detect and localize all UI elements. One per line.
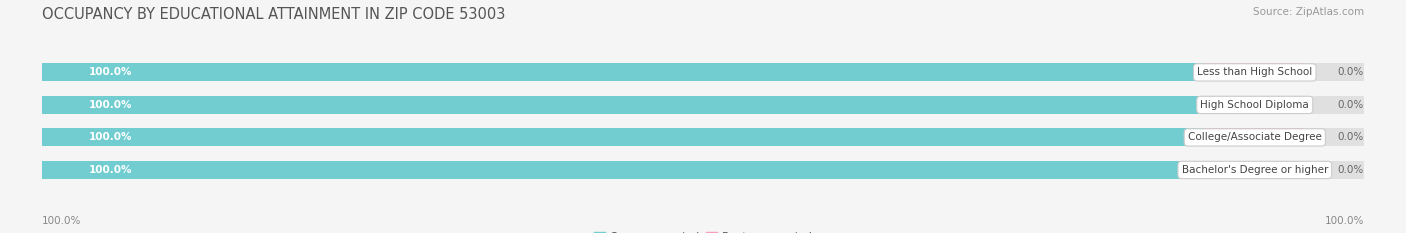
Text: 100.0%: 100.0% xyxy=(89,132,132,142)
Text: 100.0%: 100.0% xyxy=(89,67,132,77)
Bar xyxy=(42,161,1364,179)
Bar xyxy=(42,63,1205,81)
Bar xyxy=(1205,96,1305,114)
Legend: Owner-occupied, Renter-occupied: Owner-occupied, Renter-occupied xyxy=(589,227,817,233)
Bar xyxy=(1205,161,1305,179)
Text: 0.0%: 0.0% xyxy=(1337,100,1364,110)
Text: 100.0%: 100.0% xyxy=(42,216,82,226)
Text: 0.0%: 0.0% xyxy=(1337,67,1364,77)
Bar xyxy=(42,128,1364,146)
Text: High School Diploma: High School Diploma xyxy=(1201,100,1309,110)
Bar xyxy=(42,63,1364,81)
Text: OCCUPANCY BY EDUCATIONAL ATTAINMENT IN ZIP CODE 53003: OCCUPANCY BY EDUCATIONAL ATTAINMENT IN Z… xyxy=(42,7,506,22)
Text: College/Associate Degree: College/Associate Degree xyxy=(1188,132,1322,142)
Bar xyxy=(1205,63,1305,81)
Text: 100.0%: 100.0% xyxy=(89,100,132,110)
Text: 0.0%: 0.0% xyxy=(1337,165,1364,175)
Bar xyxy=(42,161,1205,179)
Text: 100.0%: 100.0% xyxy=(89,165,132,175)
Bar xyxy=(42,96,1364,114)
Text: Bachelor's Degree or higher: Bachelor's Degree or higher xyxy=(1181,165,1329,175)
Bar xyxy=(1205,128,1305,146)
Bar xyxy=(42,96,1205,114)
Text: Less than High School: Less than High School xyxy=(1197,67,1312,77)
Text: 100.0%: 100.0% xyxy=(1324,216,1364,226)
Text: 0.0%: 0.0% xyxy=(1337,132,1364,142)
Bar xyxy=(42,128,1205,146)
Text: Source: ZipAtlas.com: Source: ZipAtlas.com xyxy=(1253,7,1364,17)
